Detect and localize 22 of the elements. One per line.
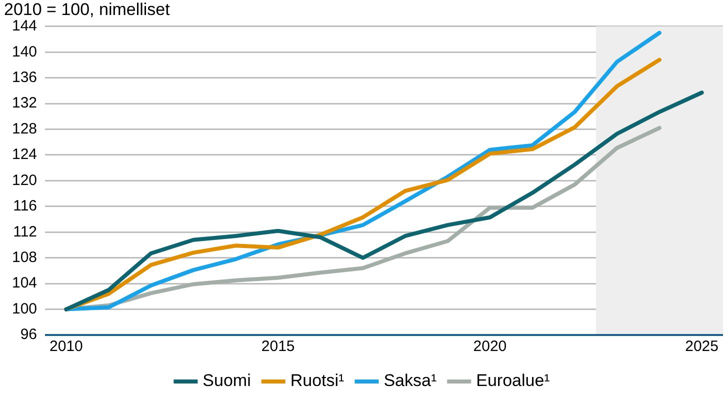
legend-label: Saksa¹ [384, 371, 437, 390]
x-tick-label: 2010 [50, 338, 83, 356]
y-tick-label: 112 [13, 223, 38, 240]
y-tick-label: 136 [12, 68, 38, 86]
y-tick-label: 120 [12, 172, 38, 189]
y-tick-label: 100 [12, 300, 38, 318]
legend-label: Euroalue¹ [476, 371, 550, 390]
chart-title: 2010 = 100, nimelliset [4, 0, 170, 19]
y-tick-label: 104 [12, 274, 38, 292]
y-tick-label: 132 [12, 94, 38, 112]
legend-label: Ruotsi¹ [290, 371, 345, 390]
x-tick-label: 2025 [685, 338, 718, 356]
legend-label: Suomi [202, 371, 251, 390]
y-tick-label: 96 [20, 326, 38, 344]
y-tick-label: 124 [12, 146, 38, 164]
y-tick-label: 116 [13, 198, 38, 215]
y-tick-label: 140 [12, 43, 38, 60]
y-tick-label: 144 [12, 18, 38, 35]
y-tick-label: 108 [12, 248, 38, 266]
x-tick-label: 2015 [261, 338, 295, 356]
y-tick-label: 128 [12, 120, 38, 138]
x-tick-label: 2020 [473, 338, 507, 356]
